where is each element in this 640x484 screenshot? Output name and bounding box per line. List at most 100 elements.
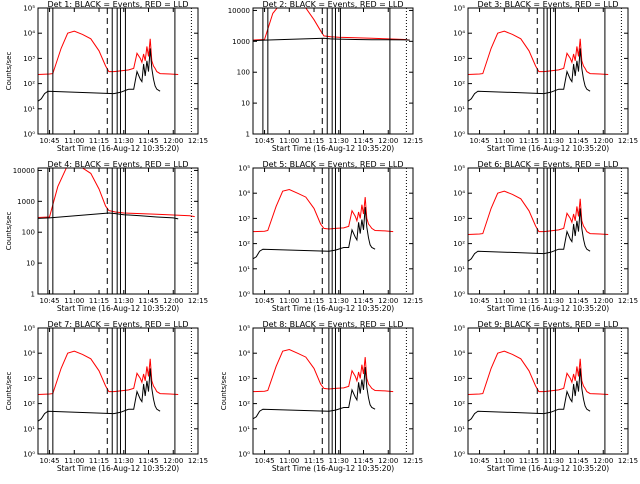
series-group [38, 30, 179, 102]
x-tick-label: 11:00 [494, 457, 514, 465]
x-tick-label: 11:15 [304, 457, 324, 465]
series-line-events [468, 368, 591, 422]
x-tick-label: 11:30 [544, 137, 564, 145]
x-tick-label: 11:30 [544, 297, 564, 305]
x-tick-label: 11:30 [544, 457, 564, 465]
x-tick-label: 11:30 [329, 457, 349, 465]
y-tick-label: 10⁵ [23, 325, 35, 333]
y-tick-label: 10⁴ [23, 350, 35, 358]
y-tick-label: 10² [453, 80, 465, 88]
x-tick-label: 12:00 [163, 457, 183, 465]
y-tick-label: 10² [238, 240, 250, 248]
x-tick-label: 10:45 [39, 457, 59, 465]
y-tick-label: 10⁴ [23, 30, 35, 38]
x-axis-label: Start Time (16-Aug-12 10:35:20) [272, 304, 394, 313]
series-group [468, 190, 609, 262]
y-tick-label: 10¹ [238, 425, 250, 433]
y-tick-label: 10000 [13, 167, 35, 175]
x-tick-label: 12:15 [403, 457, 423, 465]
y-tick-label: 1 [31, 291, 35, 299]
panel-det-6: 10:45 11:00 11:15 11:30 11:45 12:00 12:15 10⁰ 10… [453, 160, 638, 313]
axes-frame [252, 7, 414, 135]
x-axis-label: Start Time (16-Aug-12 10:35:20) [487, 304, 609, 313]
x-tick-label: 12:15 [188, 297, 208, 305]
y-tick-label: 10³ [23, 55, 35, 63]
x-tick-label: 11:45 [138, 297, 158, 305]
x-axis-label: Start Time (16-Aug-12 10:35:20) [272, 464, 394, 473]
y-tick-label: 10⁵ [453, 165, 465, 173]
panel-title: Det 1: BLACK = Events, RED = LLD [48, 0, 189, 9]
y-axis-label: Counts/sec [220, 372, 228, 411]
x-tick-label: 11:15 [304, 137, 324, 145]
x-tick-label: 11:00 [64, 457, 84, 465]
x-tick-label: 11:00 [494, 297, 514, 305]
x-tick-label: 10:45 [469, 457, 489, 465]
x-tick-label: 10:45 [469, 297, 489, 305]
y-tick-label: 10³ [238, 215, 250, 223]
panel-title: Det 6: BLACK = Events, RED = LLD [478, 160, 619, 169]
y-tick-label: 1 [246, 131, 250, 139]
axes-frame [252, 327, 414, 455]
x-tick-label: 11:00 [279, 457, 299, 465]
x-tick-label: 11:15 [519, 137, 539, 145]
x-tick-label: 11:45 [568, 137, 588, 145]
x-tick-label: 11:00 [494, 137, 514, 145]
x-tick-label: 12:00 [593, 457, 613, 465]
x-tick-label: 11:30 [329, 137, 349, 145]
x-tick-label: 11:45 [353, 137, 373, 145]
panel-det-2: 10:45 11:00 11:15 11:30 11:45 12:00 12:15 1 10 10… [228, 0, 423, 153]
series-line-events [38, 212, 179, 220]
y-tick-label: 10⁰ [23, 131, 35, 139]
y-tick-label: 10⁰ [453, 451, 465, 459]
y-tick-label: 10² [23, 400, 35, 408]
series-group [468, 350, 609, 422]
x-tick-label: 11:15 [89, 137, 109, 145]
series-group [253, 188, 394, 260]
x-tick-label: 11:45 [353, 457, 373, 465]
y-tick-label: 10⁵ [238, 325, 250, 333]
panel-title: Det 9: BLACK = Events, RED = LLD [478, 320, 619, 329]
x-tick-label: 12:00 [378, 457, 398, 465]
series-line-events [38, 48, 161, 102]
y-tick-label: 10 [26, 260, 35, 268]
series-group [38, 350, 179, 422]
y-tick-label: 10¹ [453, 425, 465, 433]
series-line-lld [253, 348, 394, 393]
series-line-lld [253, 8, 410, 41]
series-line-events [253, 37, 410, 42]
x-tick-label: 10:45 [39, 297, 59, 305]
y-tick-label: 10⁰ [23, 451, 35, 459]
series-group [468, 30, 609, 102]
panel-title: Det 5: BLACK = Events, RED = LLD [263, 160, 404, 169]
panel-det-1: 10:45 11:00 11:15 11:30 11:45 12:00 12:15 10⁰ 10… [5, 0, 208, 153]
panel-title: Det 4: BLACK = Events, RED = LLD [48, 160, 189, 169]
x-tick-label: 10:45 [469, 137, 489, 145]
x-tick-label: 12:00 [163, 297, 183, 305]
y-tick-label: 10² [238, 400, 250, 408]
axes-frame [467, 167, 629, 295]
y-tick-label: 10¹ [453, 105, 465, 113]
y-axis-label: Counts/sec [5, 212, 13, 251]
x-tick-label: 12:00 [593, 137, 613, 145]
x-tick-label: 11:15 [89, 297, 109, 305]
y-tick-label: 10³ [453, 375, 465, 383]
x-tick-label: 10:45 [254, 297, 274, 305]
panel-title: Det 8: BLACK = Events, RED = LLD [263, 320, 404, 329]
y-tick-label: 100 [22, 229, 35, 237]
panel-title: Det 7: BLACK = Events, RED = LLD [48, 320, 189, 329]
y-tick-label: 10¹ [453, 265, 465, 273]
y-tick-label: 10000 [228, 7, 250, 15]
x-axis-label: Start Time (16-Aug-12 10:35:20) [487, 464, 609, 473]
x-tick-label: 11:30 [114, 137, 134, 145]
panel-det-4: 10:45 11:00 11:15 11:30 11:45 12:00 12:15 1 10 10… [5, 160, 208, 313]
x-tick-label: 11:15 [89, 457, 109, 465]
y-tick-label: 1000 [17, 198, 35, 206]
x-tick-label: 11:45 [138, 457, 158, 465]
x-axis-label: Start Time (16-Aug-12 10:35:20) [57, 304, 179, 313]
axes-frame [37, 167, 199, 295]
y-tick-label: 10⁴ [453, 350, 465, 358]
y-tick-label: 10¹ [23, 105, 35, 113]
y-tick-label: 10³ [238, 375, 250, 383]
